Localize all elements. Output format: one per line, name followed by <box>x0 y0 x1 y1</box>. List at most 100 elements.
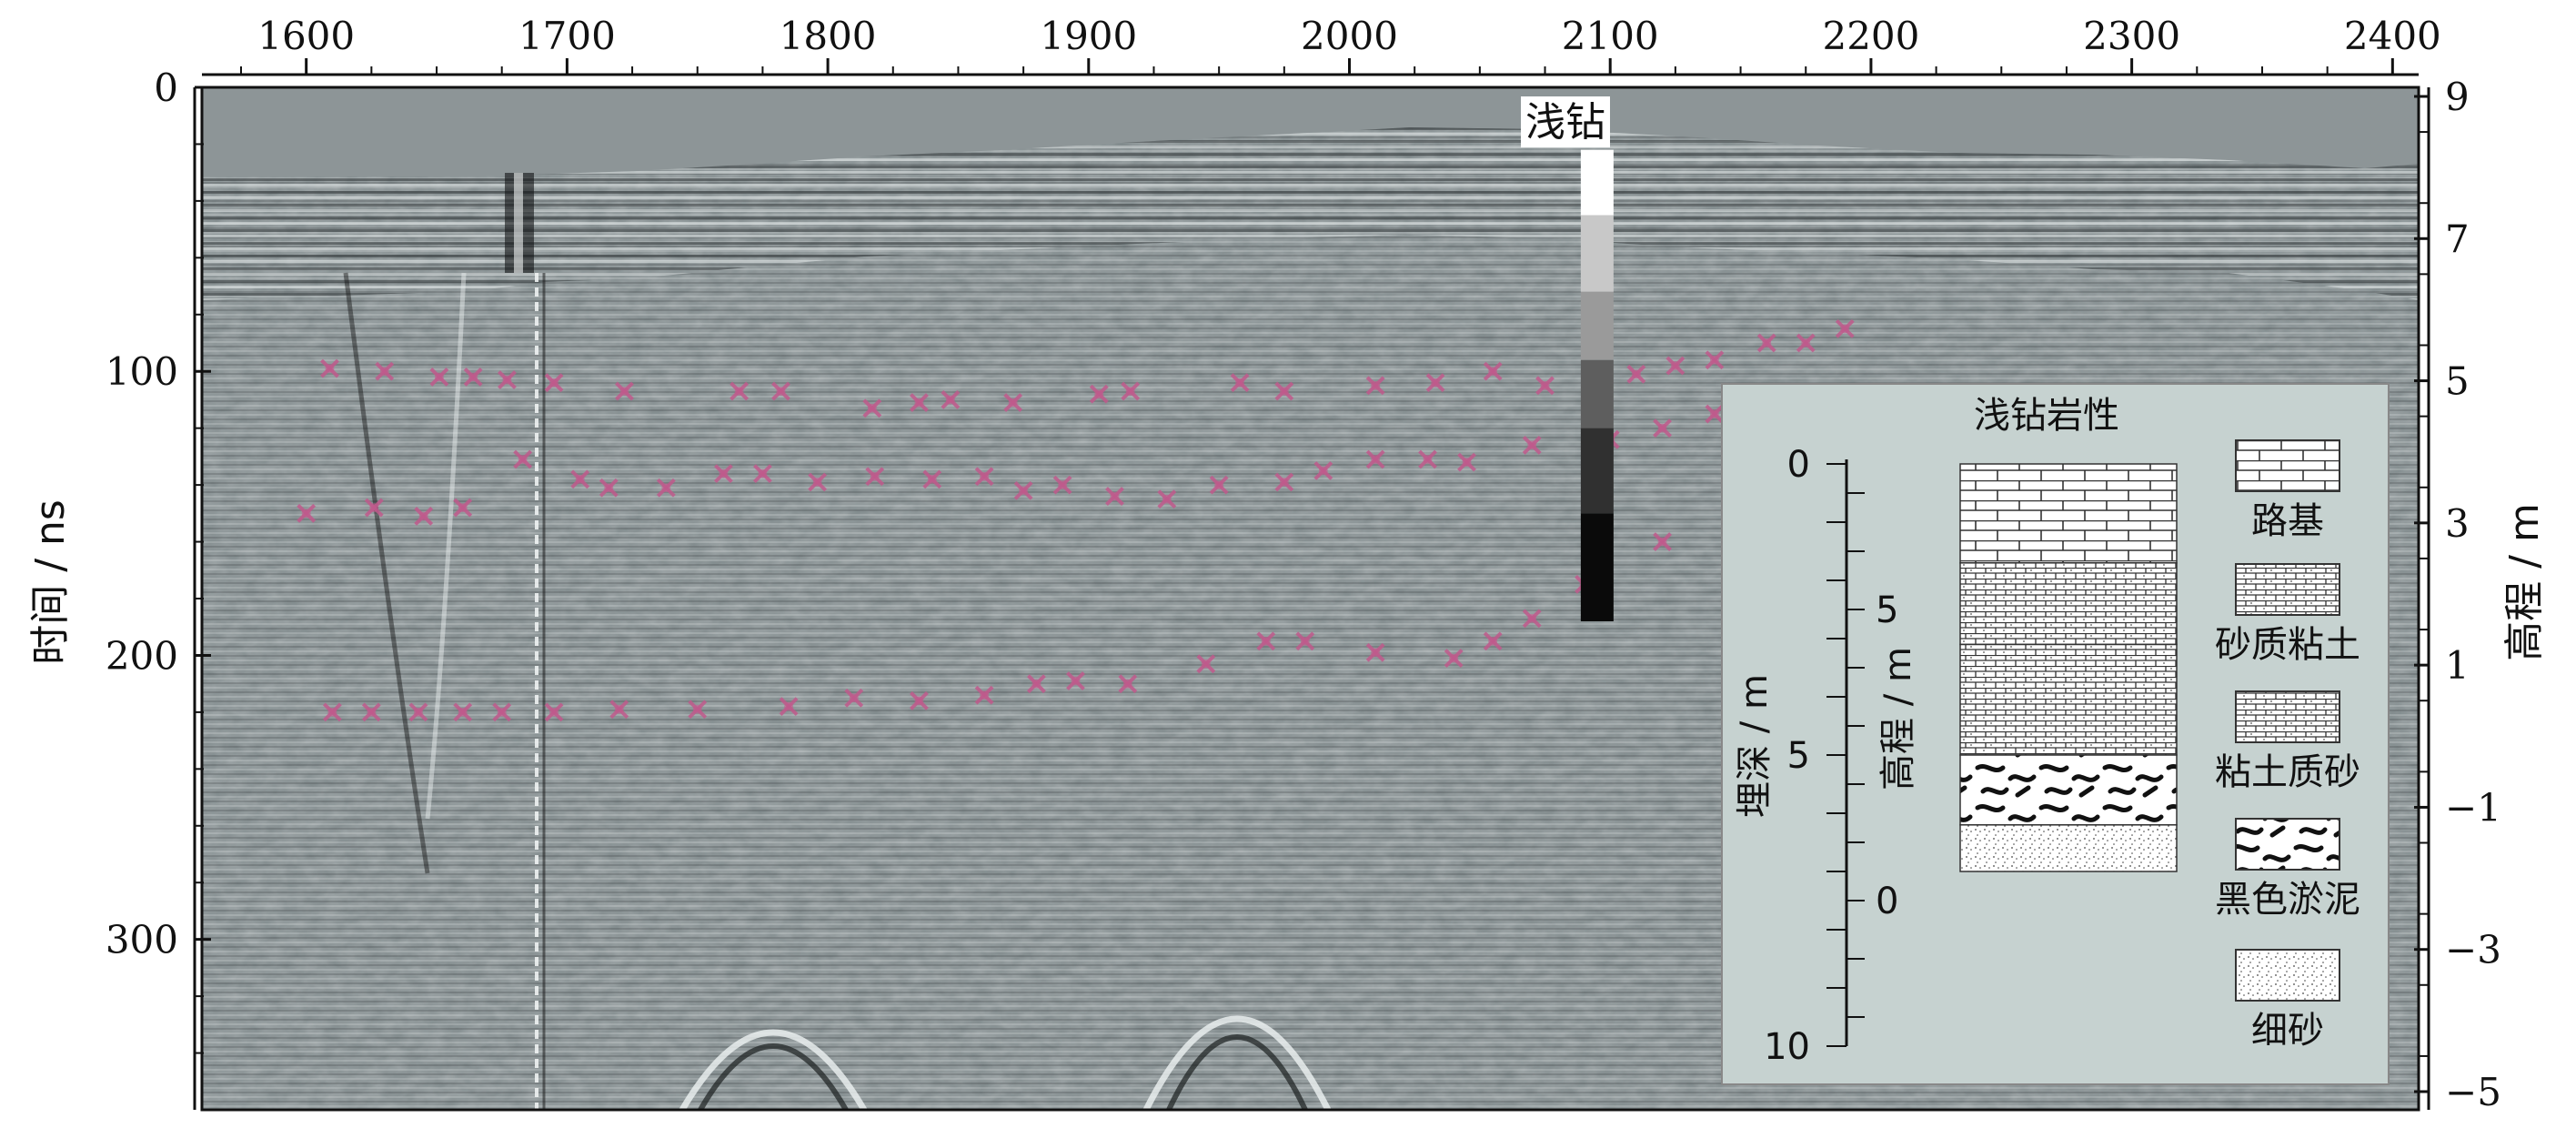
y-left-tick-label: 100 <box>106 349 178 394</box>
horizon-marker <box>599 478 619 498</box>
inset-elev-axis-label: 高程 / m <box>1877 647 1919 791</box>
horizon-marker <box>688 700 708 720</box>
horizon-marker <box>753 464 772 484</box>
horizon-marker <box>1483 361 1503 381</box>
horizon-marker <box>429 368 449 387</box>
horizon-marker <box>1705 404 1725 424</box>
horizon-marker <box>615 381 634 401</box>
borehole-band <box>1580 513 1614 621</box>
horizon-marker <box>1522 609 1542 629</box>
horizon-marker <box>974 467 994 487</box>
y-right-axis-label: 高程 / m <box>2501 503 2548 661</box>
horizon-marker <box>414 507 434 526</box>
horizon-marker <box>1274 381 1294 401</box>
lithology-layer <box>1959 562 2178 646</box>
inset-elev-tick-label: 0 <box>1876 881 1898 922</box>
horizon-marker <box>1535 376 1555 396</box>
legend-label: 黑色淤泥 <box>2215 879 2360 921</box>
y-right-axis-ticks: 9 7 5 3 1 −1 −3 −5 <box>2414 75 2501 1114</box>
legend-label: 细砂 <box>2251 1010 2324 1052</box>
horizon-marker <box>408 702 428 722</box>
lithology-layer <box>1959 643 2178 756</box>
horizon-marker <box>1089 384 1109 404</box>
horizon-marker <box>364 498 384 518</box>
y-right-tick-label: 7 <box>2445 217 2470 261</box>
legend-swatch <box>2235 439 2340 492</box>
horizon-marker <box>1003 393 1023 412</box>
horizon-marker <box>498 370 517 390</box>
borehole-band <box>1580 359 1614 428</box>
horizon-marker <box>1653 532 1672 551</box>
lithology-inset: 浅钻岩性 0 5 10 5 0 埋深 / m 高程 / m 路基砂质粘土粘土质砂黑色淤泥… <box>1721 383 2390 1085</box>
horizon-marker <box>1027 674 1046 694</box>
legend-swatch <box>2235 563 2340 616</box>
lithology-layer <box>1959 824 2178 872</box>
horizon-marker <box>974 685 994 705</box>
y-left-tick-label: 300 <box>106 918 178 962</box>
borehole-band <box>1580 215 1614 292</box>
horizon-marker <box>1209 475 1229 495</box>
borehole-band <box>1580 149 1614 216</box>
horizon-marker <box>730 381 750 401</box>
legend-swatch <box>2235 949 2340 1002</box>
legend-swatch <box>2235 690 2340 743</box>
horizon-marker <box>1665 356 1685 376</box>
horizon-marker <box>1121 381 1141 401</box>
horizon-marker <box>544 702 564 722</box>
horizon-marker <box>779 697 799 717</box>
borehole-label-box <box>1521 96 1610 147</box>
y-left-tick-label: 0 <box>154 65 178 110</box>
legend-label: 砂质粘土 <box>2215 624 2360 666</box>
horizon-marker <box>322 702 342 722</box>
horizon-marker <box>1295 631 1315 651</box>
horizon-marker <box>844 688 864 708</box>
horizon-marker <box>910 690 929 710</box>
horizon-marker <box>1066 671 1085 690</box>
x-tick-label: 1700 <box>518 14 616 58</box>
borehole-band <box>1580 428 1614 514</box>
y-right-tick-label: −5 <box>2445 1070 2501 1114</box>
horizon-marker <box>1796 333 1816 353</box>
horizon-marker <box>1230 373 1250 393</box>
horizon-marker <box>1626 364 1646 384</box>
borehole-label: 浅钻 <box>1525 99 1605 146</box>
horizon-marker <box>463 368 483 387</box>
inset-axis-ticks: 0 5 10 5 0 <box>1764 444 1898 1068</box>
picked-horizons <box>297 318 1855 722</box>
horizon-marker <box>361 702 381 722</box>
x-tick-label: 1800 <box>780 14 877 58</box>
x-tick-label: 2100 <box>1562 14 1659 58</box>
horizon-marker <box>297 503 317 523</box>
horizon-marker <box>1313 461 1333 480</box>
horizon-marker <box>1756 333 1776 353</box>
horizon-marker <box>808 472 828 492</box>
horizon-marker <box>1653 418 1672 438</box>
horizon-marker <box>1483 631 1503 651</box>
horizon-marker <box>865 467 885 487</box>
legend-label: 路基 <box>2251 500 2324 542</box>
legend-swatch <box>2235 818 2340 871</box>
horizon-marker <box>910 393 929 412</box>
air-gap <box>202 87 2419 176</box>
horizon-marker <box>713 464 733 484</box>
y-left-axis-ticks: 0 100 200 300 <box>106 65 211 1054</box>
y-left-tick-label: 200 <box>106 633 178 678</box>
legend-label: 粘土质砂 <box>2215 751 2360 793</box>
horizon-marker <box>771 381 790 401</box>
y-right-tick-label: 1 <box>2445 643 2470 688</box>
horizon-marker <box>1365 376 1385 396</box>
lithology-column <box>1959 463 2178 872</box>
inset-depth-tick-label: 5 <box>1787 735 1810 777</box>
horizon-marker <box>1256 631 1276 651</box>
horizon-marker <box>941 390 961 409</box>
horizon-marker <box>375 361 395 381</box>
horizon-marker <box>570 469 590 489</box>
horizon-marker <box>656 478 676 498</box>
y-right-tick-label: 3 <box>2445 501 2470 546</box>
horizon-marker <box>453 498 473 518</box>
horizon-marker <box>1365 642 1385 662</box>
lithology-layer <box>1959 463 2178 564</box>
horizon-marker <box>609 700 629 720</box>
horizon-marker <box>320 358 339 378</box>
